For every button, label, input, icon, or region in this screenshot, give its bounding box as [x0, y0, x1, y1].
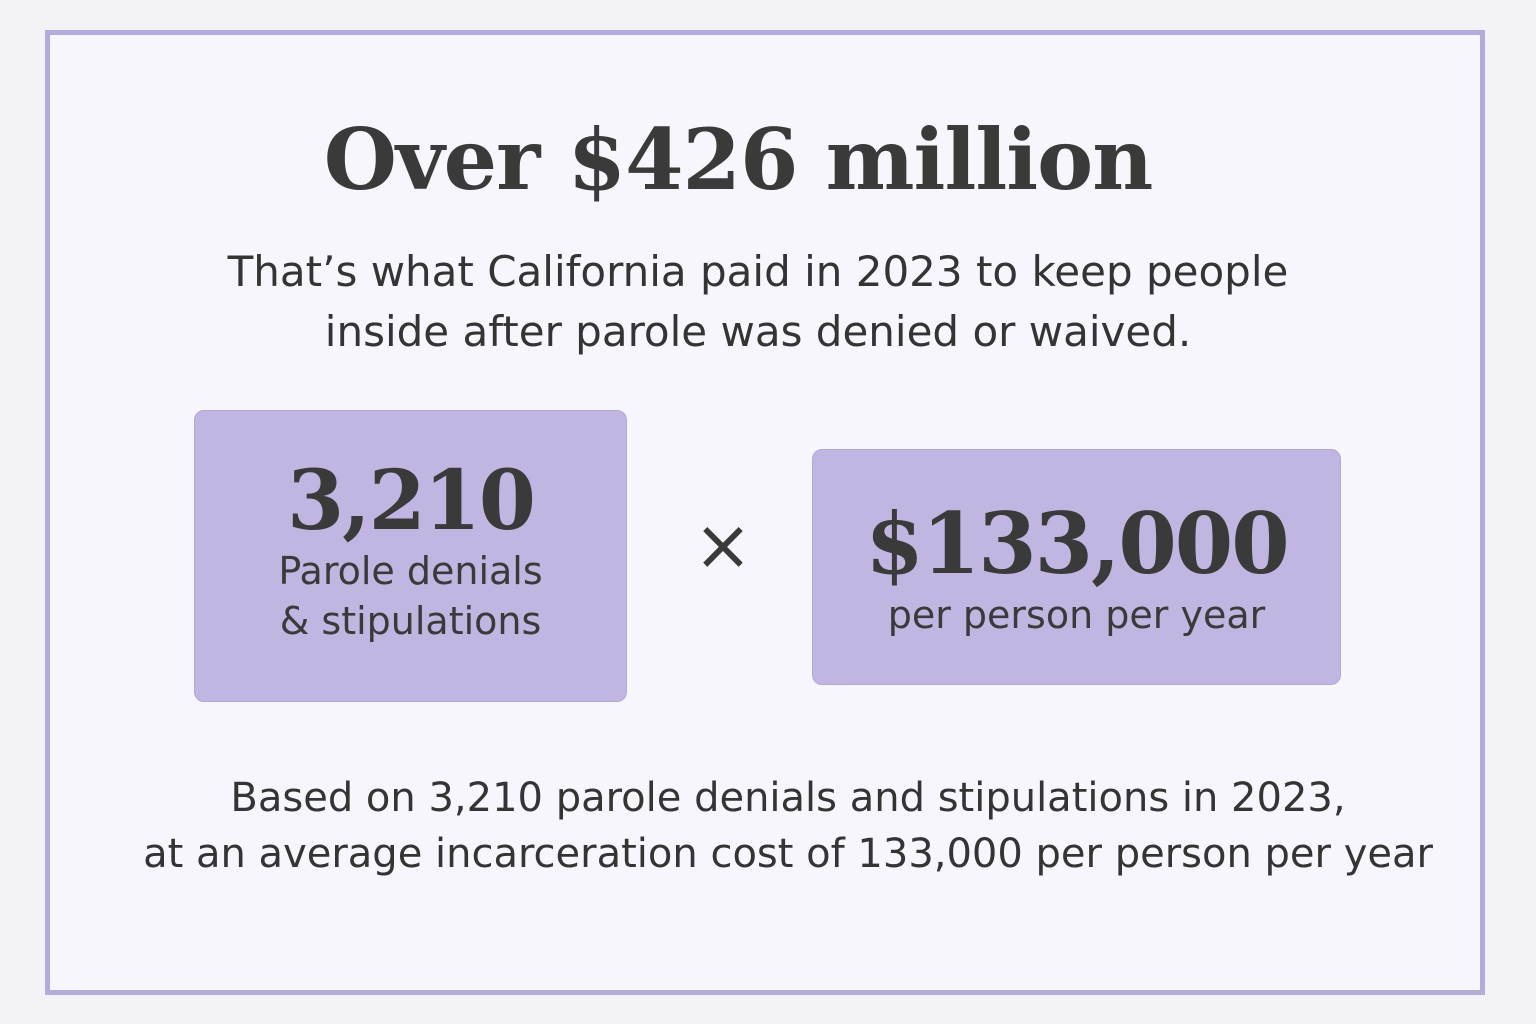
footnote-line-2: at an average incarceration cost of 133,…	[143, 831, 1433, 877]
cost-stat-box: $133,000 per person per year	[812, 449, 1341, 685]
multiply-sign: ×	[693, 504, 753, 586]
cost-value: $133,000	[865, 494, 1289, 593]
denials-value: 3,210	[287, 453, 536, 549]
cost-label: per person per year	[887, 593, 1266, 637]
denials-label-line-1: Parole denials	[278, 549, 543, 593]
subtitle-line-1: That’s what California paid in 2023 to k…	[227, 247, 1289, 296]
subtitle-line-2: inside after parole was denied or waived…	[324, 307, 1192, 356]
denials-label-line-2: & stipulations	[279, 599, 542, 643]
denials-label: Parole denials & stipulations	[195, 546, 626, 646]
footnote: Based on 3,210 parole denials and stipul…	[100, 770, 1476, 882]
subtitle: That’s what California paid in 2023 to k…	[160, 242, 1356, 362]
denials-stat-box: 3,210 Parole denials & stipulations	[194, 410, 627, 702]
headline: Over $426 million	[323, 110, 1154, 209]
footnote-line-1: Based on 3,210 parole denials and stipul…	[230, 775, 1346, 821]
